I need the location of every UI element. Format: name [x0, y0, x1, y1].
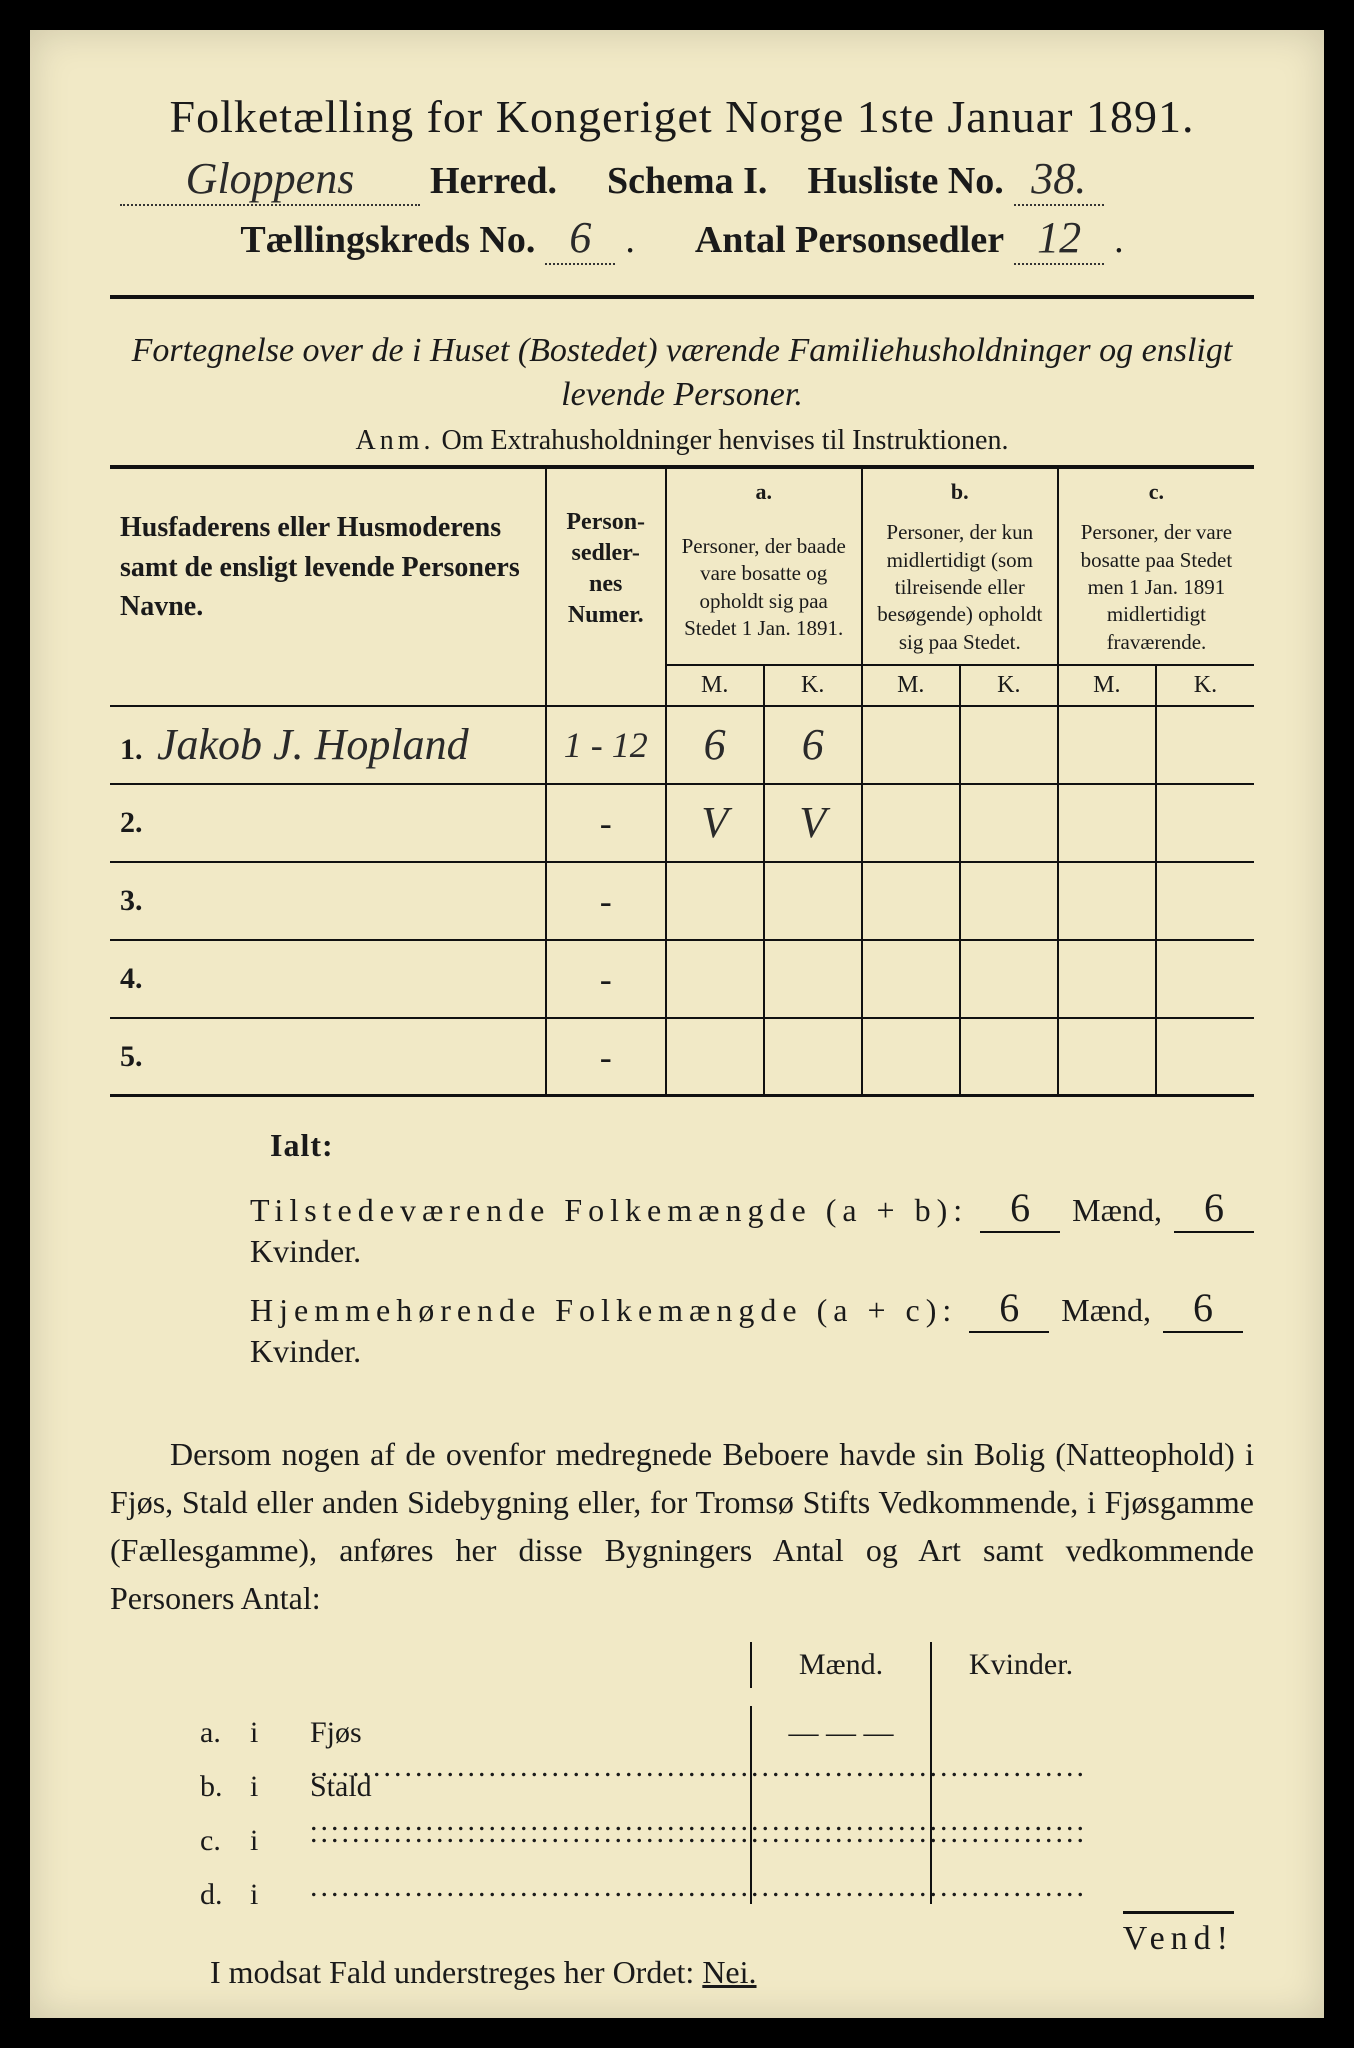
totals-row-resident: Hjemmehørende Folkemængde (a + c): 6 Mæn… [250, 1284, 1254, 1370]
present-women: 6 [1174, 1184, 1254, 1233]
antal-value: 12 [1014, 212, 1104, 265]
ialt-title: Ialt: [270, 1127, 1254, 1164]
kvinder-label: Kvinder. [250, 1333, 361, 1369]
maend-label: Mænd, [1061, 1292, 1151, 1328]
cell-cm [1058, 862, 1156, 940]
cell-ak: 6 [764, 706, 862, 784]
resident-men: 6 [969, 1284, 1049, 1333]
cell-ck [1156, 1018, 1254, 1096]
cell-ck [1156, 940, 1254, 1018]
totals-row-present: Tilstedeværende Folkemængde (a + b): 6 M… [250, 1184, 1254, 1270]
cell-bk [960, 784, 1058, 862]
mk-header: K. [1156, 665, 1254, 706]
kreds-label: Tællingskreds No. [240, 218, 535, 262]
kreds-value: 6 [545, 212, 615, 265]
cell-cm [1058, 784, 1156, 862]
col-name-header: Husfaderens eller Husmoderens samt de en… [110, 467, 546, 664]
subtitle: Fortegnelse over de i Huset (Bostedet) v… [110, 329, 1254, 417]
table-row-name: 2. [110, 784, 546, 862]
mk-header: K. [960, 665, 1058, 706]
mk-header: M. [862, 665, 960, 706]
dwelling-table: Mænd. Kvinder. a.iFjøs — — —b.iStald c.i… [190, 1642, 1254, 1904]
col-b-key: b. [862, 467, 1058, 511]
resident-women: 6 [1163, 1284, 1243, 1333]
table-row-num: - [546, 784, 666, 862]
cell-ak: V [764, 784, 862, 862]
nei-line: I modsat Fald understreges her Ordet: Ne… [110, 1954, 1254, 1991]
mk-header: M. [666, 665, 764, 706]
cell-bm [862, 940, 960, 1018]
nei-word: Nei. [702, 1954, 756, 1990]
cell-am [666, 862, 764, 940]
cell-am [666, 1018, 764, 1096]
cell-cm [1058, 1018, 1156, 1096]
census-form-page: Folketælling for Kongeriget Norge 1ste J… [30, 30, 1324, 2018]
vend-label: Vend! [1123, 1911, 1234, 1958]
header-row-2: Gloppens Herred. Schema I. Husliste No. … [110, 153, 1254, 206]
herred-value: Gloppens [120, 153, 420, 206]
cell-bm [862, 862, 960, 940]
kvinder-label: Kvinder. [250, 1233, 361, 1269]
table-row-num: - [546, 1018, 666, 1096]
header-row-3: Tællingskreds No. 6 . Antal Personsedler… [110, 212, 1254, 265]
cell-bk [960, 862, 1058, 940]
schema-label: Schema I. [607, 159, 767, 203]
cell-cm [1058, 706, 1156, 784]
dwell-head-m: Mænd. [750, 1642, 930, 1688]
mk-header: M. [1058, 665, 1156, 706]
cell-bk [960, 1018, 1058, 1096]
herred-label: Herred. [430, 159, 557, 203]
antal-label: Antal Personsedler [695, 218, 1004, 262]
table-row-name: 1. Jakob J. Hopland [110, 706, 546, 784]
cell-am: V [666, 784, 764, 862]
col-c-header: Personer, der vare bosatte paa Stedet me… [1058, 511, 1254, 664]
household-table: Husfaderens eller Husmoderens samt de en… [110, 465, 1254, 1097]
nei-text: I modsat Fald understreges her Ordet: [210, 1954, 694, 1990]
present-men: 6 [980, 1184, 1060, 1233]
mk-header: K. [764, 665, 862, 706]
col-num-header: Person- sedler- nes Numer. [546, 467, 666, 664]
cell-ck [1156, 706, 1254, 784]
table-row-name: 3. [110, 862, 546, 940]
cell-bk [960, 706, 1058, 784]
resident-label: Hjemmehørende Folkemængde (a + c): [250, 1292, 957, 1328]
dwell-head-k: Kvinder. [930, 1642, 1110, 1688]
present-label: Tilstedeværende Folkemængde (a + b): [250, 1192, 968, 1228]
cell-bm [862, 1018, 960, 1096]
cell-bm [862, 706, 960, 784]
cell-cm [1058, 940, 1156, 1018]
totals-block: Ialt: Tilstedeværende Folkemængde (a + b… [250, 1127, 1254, 1370]
table-row-num: - [546, 940, 666, 1018]
anm-text: Om Extrahusholdninger henvises til Instr… [442, 425, 1009, 456]
husliste-label: Husliste No. [807, 159, 1003, 203]
cell-bk [960, 940, 1058, 1018]
cell-am [666, 940, 764, 1018]
cell-am: 6 [666, 706, 764, 784]
anm-line: Anm. Om Extrahusholdninger henvises til … [110, 425, 1254, 457]
maend-label: Mænd, [1072, 1192, 1162, 1228]
dwelling-header: Mænd. Kvinder. [750, 1642, 1254, 1688]
page-title: Folketælling for Kongeriget Norge 1ste J… [110, 90, 1254, 143]
cell-ck [1156, 784, 1254, 862]
cell-ak [764, 862, 862, 940]
cell-ak [764, 940, 862, 1018]
col-b-header: Personer, der kun midlertidigt (som tilr… [862, 511, 1058, 664]
col-c-key: c. [1058, 467, 1254, 511]
husliste-value: 38. [1014, 153, 1104, 206]
table-row-num: - [546, 862, 666, 940]
cell-ck [1156, 862, 1254, 940]
anm-label: Anm. [356, 425, 435, 456]
table-row-name: 4. [110, 940, 546, 1018]
table-row-num: 1 - 12 [546, 706, 666, 784]
cell-ak [764, 1018, 862, 1096]
dwelling-paragraph: Dersom nogen af de ovenfor medregnede Be… [110, 1430, 1254, 1622]
col-a-key: a. [666, 467, 862, 511]
cell-bm [862, 784, 960, 862]
dwelling-row: a.iFjøs — — — [190, 1688, 1254, 1742]
divider [110, 295, 1254, 299]
dwelling-row: d.i [190, 1850, 1254, 1904]
col-a-header: Personer, der baade vare bosatte og opho… [666, 511, 862, 664]
table-row-name: 5. [110, 1018, 546, 1096]
